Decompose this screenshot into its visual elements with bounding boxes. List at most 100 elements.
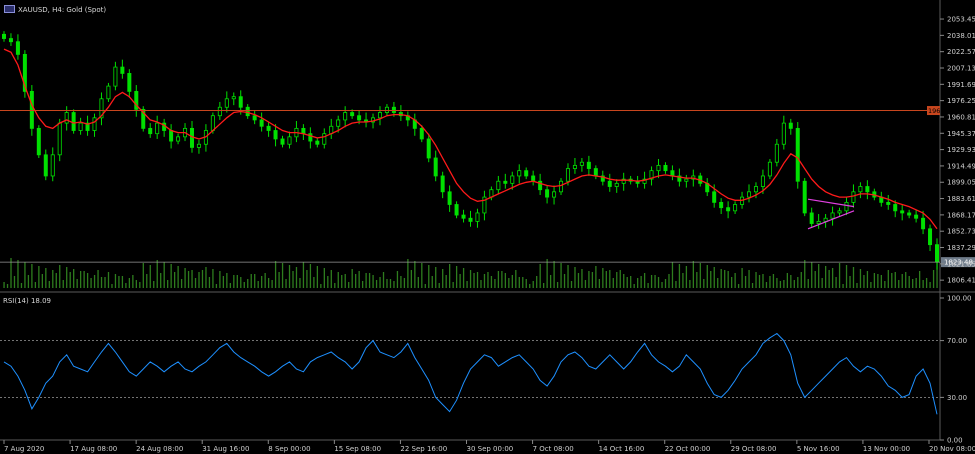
volume-bar: [86, 273, 89, 288]
candle-body: [677, 175, 682, 182]
rsi-title: RSI(14) 18.09: [3, 297, 52, 305]
volume-bar: [720, 269, 722, 288]
candle-body: [57, 122, 62, 156]
volume-bar: [515, 270, 517, 288]
volume-bar: [929, 282, 931, 288]
candle-body: [670, 170, 675, 177]
volume-bar: [295, 267, 298, 288]
candlesticks[interactable]: [2, 31, 940, 270]
candle-body: [914, 214, 919, 219]
price-tick-label: 1976.25: [947, 97, 975, 105]
candle-body: [760, 175, 765, 187]
candle-body: [176, 136, 181, 142]
volume-bar: [153, 281, 155, 288]
candle-body: [663, 164, 668, 172]
hline-label: 1966.89: [928, 107, 955, 115]
volume-bar: [396, 271, 399, 288]
volume-bar: [351, 269, 353, 288]
volume-bar: [121, 276, 124, 288]
candle-body: [273, 130, 278, 140]
volume-bar: [713, 267, 715, 288]
volume-bar: [744, 276, 747, 288]
candle-body: [210, 115, 215, 131]
candle-body: [642, 178, 647, 184]
rsi-indicator[interactable]: 100.00 70.00 30.00 0.00: [0, 295, 972, 445]
candle-body: [377, 112, 382, 119]
volume-bar: [365, 273, 367, 288]
candle-body: [266, 125, 271, 131]
volume-bar: [772, 274, 775, 288]
volume-bar: [831, 268, 834, 288]
volume-bar: [563, 274, 566, 288]
volume-bar: [692, 261, 695, 288]
volume-bar: [654, 275, 656, 288]
volume-bar: [400, 276, 402, 288]
volume-bar: [149, 265, 151, 288]
volume-bar: [894, 272, 896, 288]
volume-bar: [643, 273, 646, 288]
volume-bar: [786, 273, 789, 288]
volume-bar: [543, 283, 545, 288]
volume-bar: [891, 273, 893, 288]
candle-body: [322, 133, 327, 145]
volume-bar: [532, 281, 534, 288]
volume-bar: [661, 282, 663, 288]
current-price-badge: [941, 257, 975, 268]
volume-bar: [243, 282, 245, 288]
volume-bar: [487, 272, 489, 288]
volume-bar: [630, 276, 632, 288]
volume-bar: [539, 264, 541, 288]
candle-body: [259, 119, 264, 127]
volume-bar: [595, 266, 597, 288]
volume-bar: [403, 278, 406, 288]
volume-bar: [267, 278, 270, 288]
volume-bar: [811, 262, 813, 288]
volume-bar: [741, 268, 743, 288]
volume-bar: [442, 269, 444, 288]
volume-bar: [330, 270, 332, 288]
volume-bar: [320, 284, 322, 288]
volume-bar: [873, 273, 876, 288]
candle-body: [545, 189, 550, 198]
volume-bar: [139, 282, 141, 288]
candle-body: [196, 143, 201, 148]
price-tick-label: 1837.29: [947, 244, 975, 252]
volume-bar: [522, 277, 524, 288]
volume-bar: [553, 261, 555, 288]
volume-bar: [132, 275, 134, 288]
volume-bar: [309, 264, 312, 288]
volume-bar: [664, 279, 667, 288]
volume-bar: [821, 278, 823, 288]
candle-body: [36, 127, 41, 156]
volume-bar: [469, 270, 472, 288]
volume-bar: [240, 277, 242, 288]
candle-body: [559, 180, 564, 193]
volume-bar: [623, 274, 625, 288]
volume-bar: [372, 275, 374, 288]
volume-bar: [302, 262, 305, 288]
candle-body: [384, 106, 389, 113]
candle-body: [830, 212, 835, 219]
volume-bar: [626, 277, 628, 288]
volume-bar: [452, 282, 454, 288]
volume-bar: [898, 280, 900, 288]
volume-bar: [560, 263, 562, 288]
time-tick-label: 30 Sep 00:00: [467, 445, 514, 453]
volume-bar: [905, 272, 907, 288]
candle-body: [189, 127, 194, 148]
volume-bar: [233, 275, 235, 288]
time-tick-label: 22 Sep 16:00: [400, 445, 447, 453]
volume-bar: [511, 275, 513, 288]
volume-bar: [462, 268, 465, 288]
volume-bar: [55, 273, 57, 288]
candle-body: [837, 210, 842, 214]
volume-bar: [316, 266, 319, 288]
volume-bar: [445, 275, 447, 288]
axes: 2053.45 2038.01 2022.57 2007.13 1991.69 1976.…: [3, 16, 975, 453]
candle-body: [781, 122, 786, 145]
volume-bar: [348, 282, 350, 288]
volume-bar: [285, 279, 287, 288]
volume-bar: [633, 284, 635, 288]
volume-bar: [556, 282, 559, 288]
